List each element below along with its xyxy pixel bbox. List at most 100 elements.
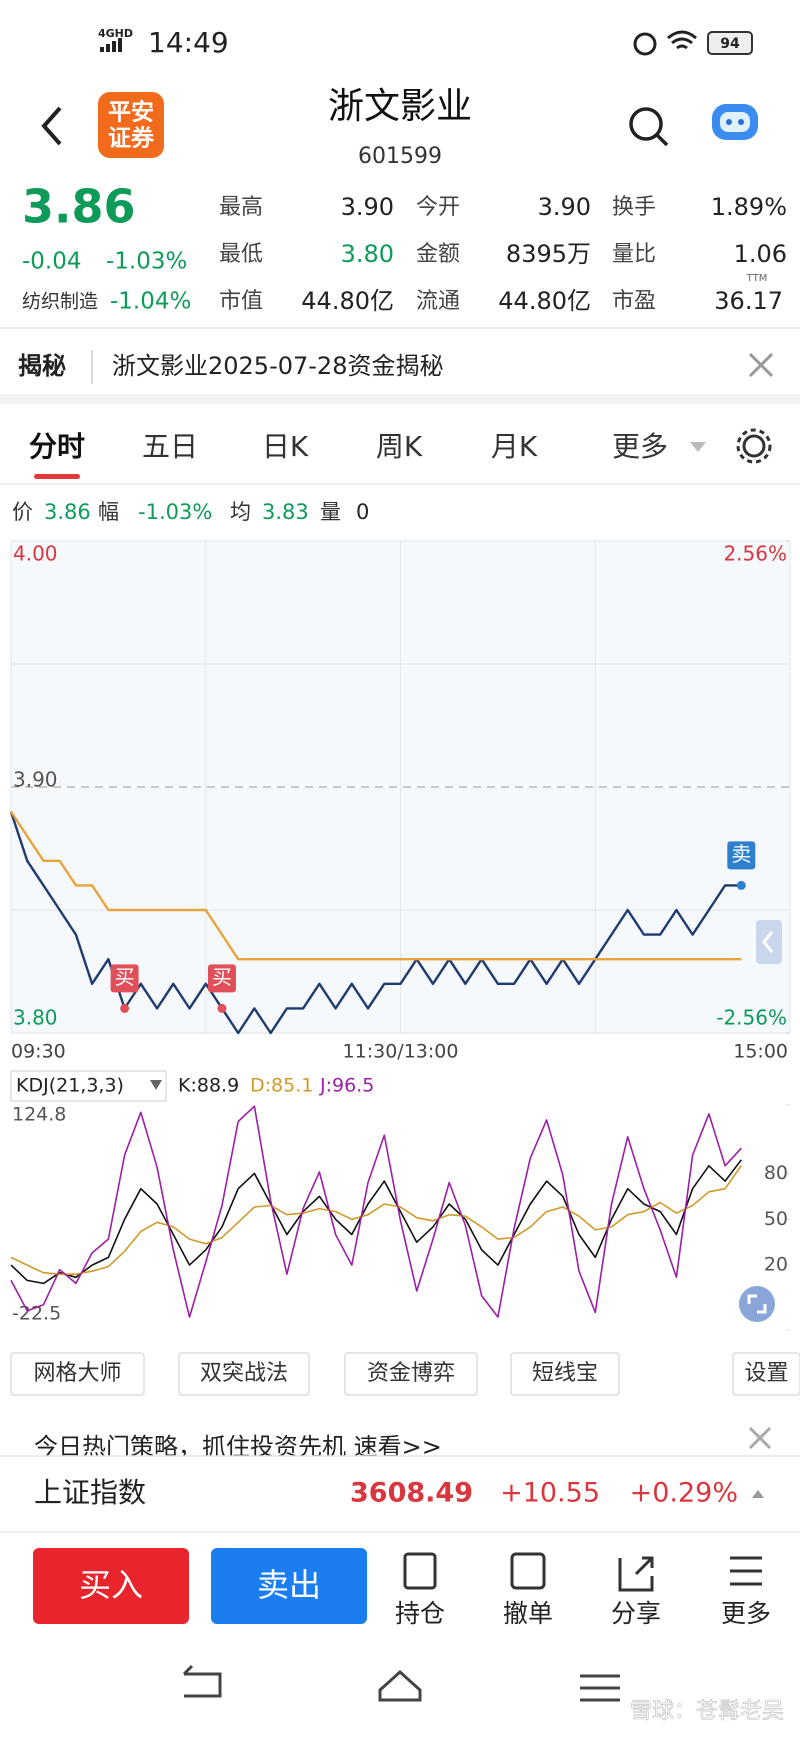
close-icon[interactable] xyxy=(748,352,774,378)
logo[interactable] xyxy=(98,92,164,158)
y-tick-label: 3.80 xyxy=(13,1006,58,1030)
tab[interactable]: 更多 xyxy=(612,430,668,463)
stat-value: 1.89% xyxy=(711,193,787,221)
tab[interactable]: 五日 xyxy=(142,430,198,463)
y2-tick-label: 2.56% xyxy=(723,542,787,566)
change-pct: -1.03% xyxy=(106,249,187,275)
share-icon xyxy=(618,1556,654,1592)
signal-bar xyxy=(100,47,104,52)
series-line xyxy=(9,810,742,961)
series-line xyxy=(10,1159,742,1285)
nav-back[interactable] xyxy=(182,1664,222,1698)
y-tick-label: -22.5 xyxy=(12,1303,61,1325)
back-icon[interactable] xyxy=(41,106,62,146)
close-icon[interactable] xyxy=(748,1426,772,1450)
signal-bar xyxy=(118,38,122,52)
notice-text[interactable]: 浙文影业2025-07-28资金揭秘 xyxy=(112,352,443,380)
trade-dot xyxy=(217,1003,227,1013)
stat-label: 换手 xyxy=(612,195,656,220)
legend-entry: J:96.5 xyxy=(319,1075,374,1097)
cancel-icon xyxy=(510,1552,546,1590)
y-tick-label: 20 xyxy=(764,1254,788,1276)
action-label[interactable]: 分享 xyxy=(611,1599,661,1628)
trade-label: 买 xyxy=(115,965,135,989)
tab-indicator xyxy=(34,474,80,479)
info-value: 0 xyxy=(356,500,369,524)
signal-bar xyxy=(106,44,110,52)
action-label[interactable]: 更多 xyxy=(721,1599,771,1628)
logo-text: 平安 xyxy=(108,99,154,126)
tab[interactable]: 分时 xyxy=(29,430,85,463)
robot-eye xyxy=(738,119,744,125)
stat-label: 流通 xyxy=(416,289,460,314)
indicator-box[interactable] xyxy=(10,1070,167,1102)
y-tick-label: 4.00 xyxy=(13,542,58,566)
stat-label: 市值 xyxy=(219,289,263,314)
stat-value: 36.17 xyxy=(714,287,783,315)
trade-badge xyxy=(727,841,756,870)
stat-label: 金额 xyxy=(416,242,460,267)
trade-dot xyxy=(120,1003,130,1013)
position-icon xyxy=(403,1552,437,1590)
stat-value: 44.80亿 xyxy=(301,287,394,315)
clock: 14:49 xyxy=(148,26,229,59)
battery-level: 94 xyxy=(720,36,740,52)
buy-button[interactable] xyxy=(33,1548,189,1624)
index-change-pct: +0.29% xyxy=(630,1478,738,1509)
tab[interactable]: 周K xyxy=(376,430,423,463)
sector-change: -1.04% xyxy=(110,289,191,315)
robot-eye xyxy=(726,119,732,125)
stock-name: 浙文影业 xyxy=(328,86,472,127)
trade-label: 买 xyxy=(212,965,232,989)
notice-tag: 揭秘 xyxy=(18,352,66,380)
sell-label: 卖出 xyxy=(257,1566,321,1604)
buy-label: 买入 xyxy=(79,1566,143,1604)
y-tick-label: 124.8 xyxy=(12,1104,66,1126)
stat-value: 44.80亿 xyxy=(498,287,591,315)
tool-button[interactable] xyxy=(510,1352,620,1396)
collapse-icon xyxy=(762,931,774,953)
collapse-tab[interactable] xyxy=(756,920,782,964)
tab[interactable]: 月K xyxy=(491,430,538,463)
trade-label: 卖 xyxy=(731,842,751,866)
tool-button[interactable] xyxy=(178,1352,310,1396)
x-tick-label: 15:00 xyxy=(733,1041,788,1063)
info-value: 3.83 xyxy=(262,500,309,524)
search-icon[interactable] xyxy=(629,107,663,141)
info-label: 量 xyxy=(320,500,341,524)
stock-code: 601599 xyxy=(358,144,442,169)
nav-menu[interactable] xyxy=(580,1674,620,1702)
y-tick-label: 80 xyxy=(764,1162,788,1184)
signal-bar xyxy=(112,41,116,52)
sell-button[interactable] xyxy=(211,1548,367,1624)
logo-text: 证券 xyxy=(108,125,155,152)
tab[interactable]: 日K xyxy=(262,430,309,463)
expand-icon xyxy=(747,1294,767,1314)
action-label[interactable]: 持仓 xyxy=(395,1599,445,1628)
stat-value: 3.90 xyxy=(341,193,394,221)
settings-icon-gear xyxy=(736,428,772,464)
action-label[interactable]: 撤单 xyxy=(503,1599,553,1628)
nav-home[interactable] xyxy=(378,1669,422,1702)
network: 4GHD xyxy=(98,27,133,40)
index-name: 上证指数 xyxy=(34,1476,146,1509)
tool-button[interactable] xyxy=(10,1352,145,1396)
divider-band xyxy=(0,394,800,404)
series-line xyxy=(10,1105,742,1318)
stat-value: 3.90 xyxy=(538,193,591,221)
alarm-icon xyxy=(633,32,657,56)
tool-label: 设置 xyxy=(744,1361,788,1386)
settings-icon[interactable] xyxy=(742,434,766,458)
info-label: 均 xyxy=(230,500,251,524)
stat-label: 最高 xyxy=(219,195,263,220)
sector: 纺织制造 xyxy=(22,291,98,313)
tool-button[interactable] xyxy=(732,1352,800,1396)
tool-button[interactable] xyxy=(344,1352,478,1396)
watermark: 雪球：苍髯老吴 xyxy=(630,1699,784,1724)
indicator-name: KDJ(21,3,3) xyxy=(16,1075,124,1097)
dropdown-icon[interactable] xyxy=(690,442,706,452)
expand-button[interactable] xyxy=(739,1286,775,1322)
trade-dot xyxy=(736,880,746,890)
y-tick-label: 3.90 xyxy=(13,768,58,792)
y2-tick-label: -2.56% xyxy=(716,1006,787,1030)
